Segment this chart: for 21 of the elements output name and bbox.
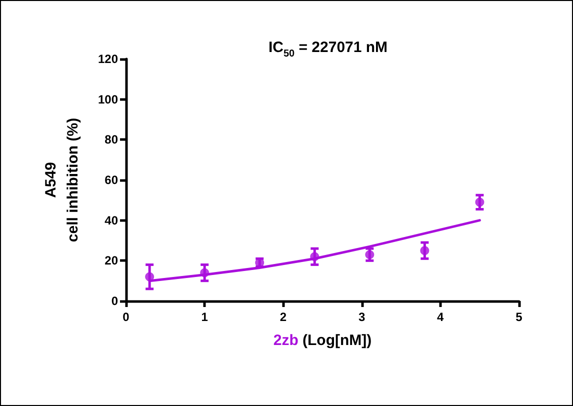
y-tick-label: 120 <box>98 52 118 66</box>
y-tick-label: 0 <box>111 294 118 308</box>
x-tick-label: 3 <box>358 310 366 324</box>
y-tick-label: 60 <box>104 173 118 187</box>
point <box>200 268 210 278</box>
point <box>365 250 374 260</box>
point <box>475 198 484 207</box>
point <box>420 246 430 256</box>
x-tick-label: 2 <box>280 310 287 324</box>
y-tick-label: 80 <box>104 132 118 147</box>
point <box>145 272 154 282</box>
x-axis-title: 2zb (Log[nM]) <box>273 332 372 349</box>
x-tick-label: 1 <box>201 310 208 324</box>
y-tick-label: 40 <box>104 213 118 228</box>
y-axis-title: A549 cell inhibition (%) <box>42 118 82 242</box>
x-tick-label: 0 <box>122 310 130 324</box>
y-tick-label: 100 <box>98 92 118 106</box>
x-tick-label: 5 <box>516 310 523 324</box>
y-tick-label: 20 <box>104 254 118 268</box>
x-tick-label: 4 <box>437 310 444 324</box>
point <box>310 252 320 262</box>
